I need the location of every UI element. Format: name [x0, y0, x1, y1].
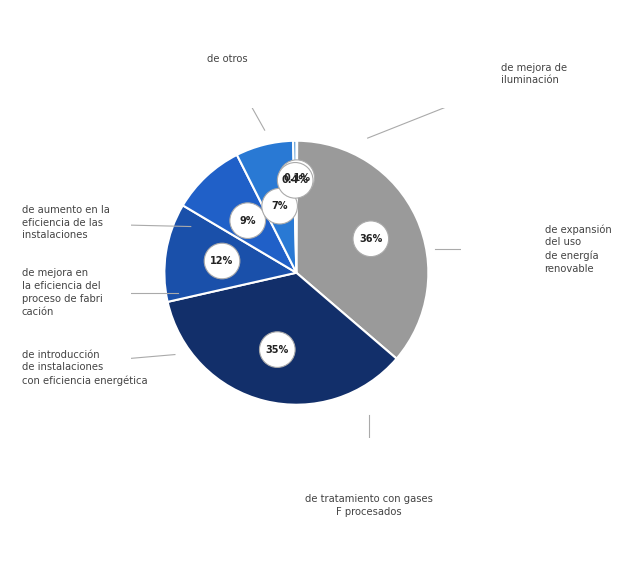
Wedge shape: [164, 206, 296, 302]
Text: 36%: 36%: [359, 234, 383, 244]
Circle shape: [278, 162, 313, 198]
Wedge shape: [168, 272, 397, 405]
Text: 35%: 35%: [266, 344, 289, 355]
Text: de introducción
de instalaciones
con eficiencia energética: de introducción de instalaciones con efi…: [22, 350, 147, 386]
Text: 0.4%: 0.4%: [281, 175, 309, 185]
Circle shape: [204, 243, 240, 279]
Text: 12%: 12%: [210, 256, 233, 266]
Circle shape: [279, 160, 314, 195]
Text: de tratamiento con gases
F procesados: de tratamiento con gases F procesados: [305, 494, 433, 517]
Wedge shape: [293, 141, 296, 272]
Wedge shape: [296, 141, 428, 359]
Text: de mejora de
iluminación: de mejora de iluminación: [501, 63, 567, 85]
Wedge shape: [296, 141, 297, 272]
Text: 7%: 7%: [271, 201, 288, 211]
Text: de expansión
del uso
de energía
renovable: de expansión del uso de energía renovabl…: [545, 224, 612, 274]
Circle shape: [353, 221, 389, 256]
Circle shape: [262, 188, 298, 224]
Text: de aumento en la
eficiencia de las
instalaciones: de aumento en la eficiencia de las insta…: [22, 205, 110, 240]
Text: 9%: 9%: [240, 215, 256, 226]
Text: de mejora en
la eficiencia del
proceso de fabri
cación: de mejora en la eficiencia del proceso d…: [22, 268, 102, 317]
Text: 0.1%: 0.1%: [283, 173, 310, 183]
Text: de otros: de otros: [207, 54, 248, 64]
Wedge shape: [183, 155, 296, 272]
Wedge shape: [237, 141, 296, 272]
Circle shape: [230, 203, 266, 238]
Circle shape: [260, 332, 295, 367]
